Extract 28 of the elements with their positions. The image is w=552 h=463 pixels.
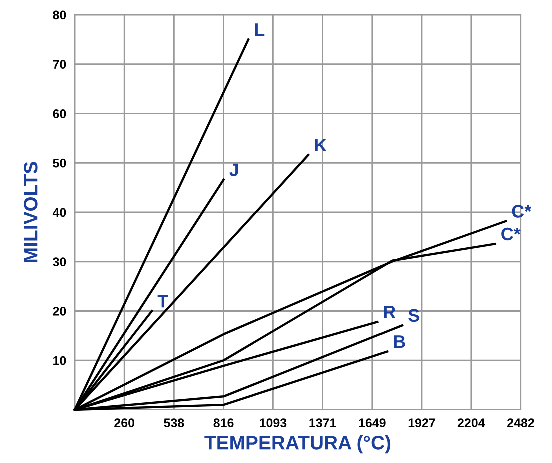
- series-label: K: [315, 139, 327, 152]
- y-tick-label: 60: [53, 110, 66, 118]
- x-tick-label: 1927: [408, 418, 436, 428]
- y-axis-title: MILIVOLTS: [24, 162, 38, 262]
- series-label: J: [230, 164, 238, 176]
- x-axis-title: TEMPERATURA (°C): [204, 436, 391, 454]
- y-tick-label: 30: [53, 258, 66, 267]
- y-tick-label: 70: [53, 60, 66, 70]
- y-tick-label: 10: [54, 356, 66, 366]
- series-label: T: [158, 295, 168, 308]
- x-tick-label: 816: [214, 418, 234, 428]
- x-tick-label: 1371: [310, 418, 336, 428]
- x-tick-label: 260: [114, 418, 135, 428]
- series-label: S: [408, 309, 420, 322]
- y-tick-label: 20: [53, 307, 66, 316]
- x-tick-label: 1093: [260, 418, 287, 428]
- x-tick-label: 538: [164, 418, 184, 428]
- y-tick-label: 40: [52, 208, 66, 218]
- series-label: B: [394, 336, 406, 348]
- y-tick-label: 50: [53, 158, 66, 168]
- x-tick-label: 2482: [508, 418, 534, 428]
- y-tick-label: 80: [53, 10, 66, 20]
- x-tick-label: 2204: [458, 418, 486, 428]
- series-label: R: [384, 306, 396, 318]
- series-label: C*: [512, 205, 532, 218]
- series-label: C*: [502, 228, 521, 241]
- x-tick-label: 1649: [359, 418, 386, 428]
- series-label: L: [255, 24, 265, 36]
